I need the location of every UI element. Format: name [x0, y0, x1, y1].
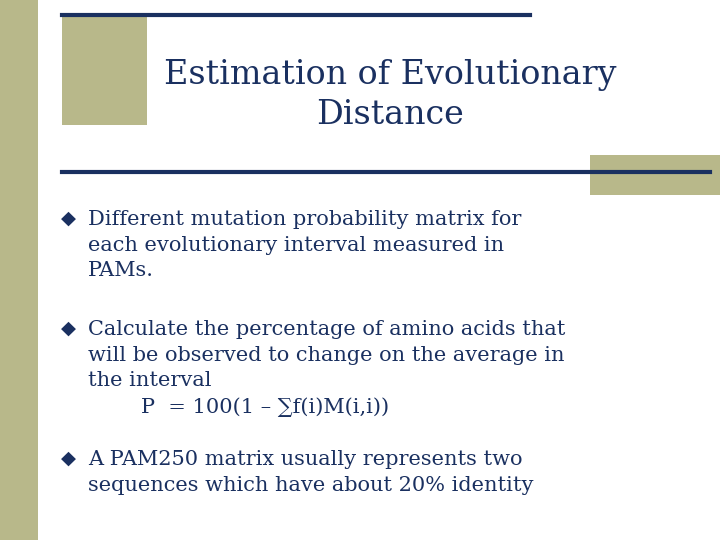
Text: A PAM250 matrix usually represents two
sequences which have about 20% identity: A PAM250 matrix usually represents two s… [88, 450, 534, 495]
Text: ◆: ◆ [60, 450, 76, 468]
Bar [590, 155, 720, 195]
Text: Different mutation probability matrix for
each evolutionary interval measured in: Different mutation probability matrix fo… [88, 210, 521, 280]
Text: ◆: ◆ [60, 210, 76, 228]
Bar [0, 0, 38, 540]
Bar [62, 15, 147, 125]
Text: Calculate the percentage of amino acids that
will be observed to change on the a: Calculate the percentage of amino acids … [88, 320, 565, 417]
Text: ◆: ◆ [60, 320, 76, 338]
Text: Estimation of Evolutionary
Distance: Estimation of Evolutionary Distance [163, 59, 616, 131]
